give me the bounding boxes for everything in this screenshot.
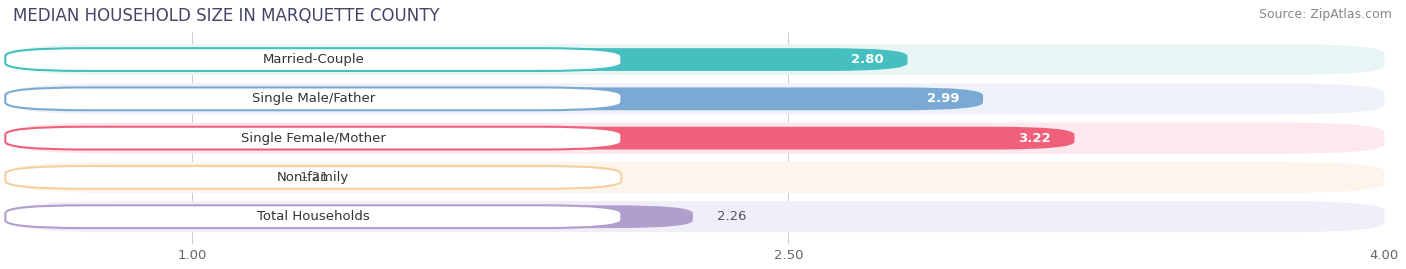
FancyBboxPatch shape	[13, 162, 1385, 193]
Text: Total Households: Total Households	[257, 210, 370, 223]
Text: Single Male/Father: Single Male/Father	[252, 92, 375, 105]
FancyBboxPatch shape	[6, 48, 621, 71]
FancyBboxPatch shape	[13, 201, 1385, 232]
FancyBboxPatch shape	[13, 44, 1385, 75]
FancyBboxPatch shape	[13, 205, 693, 228]
Text: 2.80: 2.80	[851, 53, 883, 66]
Text: MEDIAN HOUSEHOLD SIZE IN MARQUETTE COUNTY: MEDIAN HOUSEHOLD SIZE IN MARQUETTE COUNT…	[13, 7, 440, 25]
Text: 2.99: 2.99	[927, 92, 959, 105]
Text: 1.21: 1.21	[299, 171, 329, 184]
FancyBboxPatch shape	[6, 166, 621, 189]
FancyBboxPatch shape	[13, 166, 276, 189]
Text: Non-family: Non-family	[277, 171, 350, 184]
FancyBboxPatch shape	[13, 48, 907, 71]
FancyBboxPatch shape	[13, 127, 1074, 150]
FancyBboxPatch shape	[6, 87, 621, 110]
FancyBboxPatch shape	[13, 87, 983, 110]
FancyBboxPatch shape	[6, 127, 621, 150]
Text: 2.26: 2.26	[717, 210, 747, 223]
FancyBboxPatch shape	[6, 205, 621, 228]
Text: Married-Couple: Married-Couple	[263, 53, 364, 66]
Text: Source: ZipAtlas.com: Source: ZipAtlas.com	[1258, 8, 1392, 21]
Text: 3.22: 3.22	[1018, 132, 1050, 145]
FancyBboxPatch shape	[13, 83, 1385, 114]
FancyBboxPatch shape	[13, 123, 1385, 154]
Text: Single Female/Mother: Single Female/Mother	[240, 132, 385, 145]
